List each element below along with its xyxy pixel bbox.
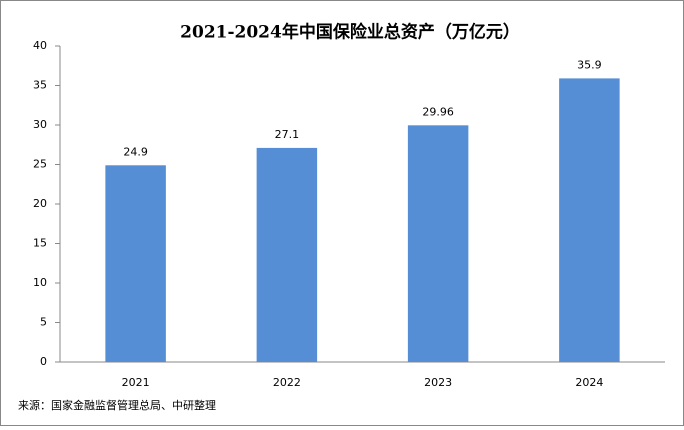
bar [256, 147, 318, 362]
bar [105, 165, 166, 362]
x-tick-label: 2023 [424, 376, 452, 389]
chart-title: 2021-2024年中国保险业总资产（万亿元） [180, 22, 520, 43]
data-label: 35.9 [577, 58, 602, 71]
y-tick-label: 15 [33, 237, 47, 250]
bar [407, 125, 469, 362]
data-label: 29.96 [422, 105, 454, 118]
y-tick-label: 0 [40, 355, 47, 368]
y-tick-label: 40 [33, 39, 47, 52]
source-note: 来源：国家金融监督管理总局、中研整理 [18, 398, 216, 412]
bar [559, 78, 620, 362]
data-label: 24.9 [123, 145, 148, 158]
data-label: 27.1 [275, 128, 300, 141]
x-tick-label: 2024 [575, 376, 603, 389]
y-tick-label: 5 [40, 316, 47, 329]
x-tick-label: 2021 [122, 376, 150, 389]
y-tick-label: 35 [33, 79, 47, 92]
y-tick-label: 20 [33, 197, 47, 210]
y-tick-label: 10 [33, 276, 47, 289]
y-tick-label: 25 [33, 158, 47, 171]
x-tick-label: 2022 [273, 376, 301, 389]
y-tick-label: 30 [33, 118, 47, 131]
